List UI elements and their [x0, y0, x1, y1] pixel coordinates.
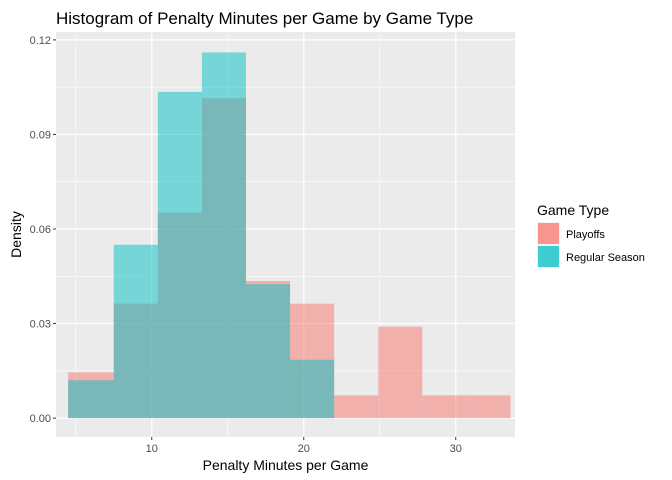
- legend-swatch: [538, 246, 559, 267]
- y-tick-label: 0.00: [30, 413, 51, 425]
- histogram-bar: [68, 380, 114, 419]
- histogram-bar: [334, 395, 379, 419]
- legend-label: Regular Season: [566, 252, 645, 264]
- x-axis-title: Penalty Minutes per Game: [203, 457, 369, 473]
- y-tick-label: 0.12: [30, 35, 51, 47]
- histogram-bars: [68, 52, 511, 419]
- histogram-bar: [422, 395, 467, 419]
- histogram-bar: [201, 52, 246, 419]
- x-tick-label: 20: [298, 443, 310, 455]
- y-tick-label: 0.03: [30, 319, 51, 331]
- histogram-bar: [245, 284, 291, 419]
- histogram-bar: [378, 326, 423, 419]
- histogram-bar: [157, 91, 202, 419]
- histogram-bar: [290, 359, 335, 419]
- y-tick-label: 0.06: [30, 224, 51, 236]
- histogram-bar: [113, 244, 158, 419]
- y-tick-label: 0.09: [30, 129, 51, 141]
- histogram-bar: [466, 395, 511, 419]
- legend: Game Type Playoffs Regular Season: [537, 202, 645, 268]
- legend-title: Game Type: [537, 202, 609, 218]
- x-tick-label: 30: [450, 443, 462, 455]
- legend-label: Playoffs: [566, 229, 605, 241]
- x-axis-ticks: 10 20 30: [146, 437, 462, 455]
- series-regular-season: [68, 52, 335, 419]
- x-tick-label: 10: [146, 443, 158, 455]
- y-axis-title: Density: [8, 211, 24, 258]
- legend-items: Playoffs Regular Season: [537, 222, 645, 268]
- y-axis-ticks: 0.00 0.03 0.06 0.09 0.12: [30, 35, 56, 425]
- chart-title: Histogram of Penalty Minutes per Game by…: [56, 9, 473, 28]
- legend-swatch: [538, 223, 559, 244]
